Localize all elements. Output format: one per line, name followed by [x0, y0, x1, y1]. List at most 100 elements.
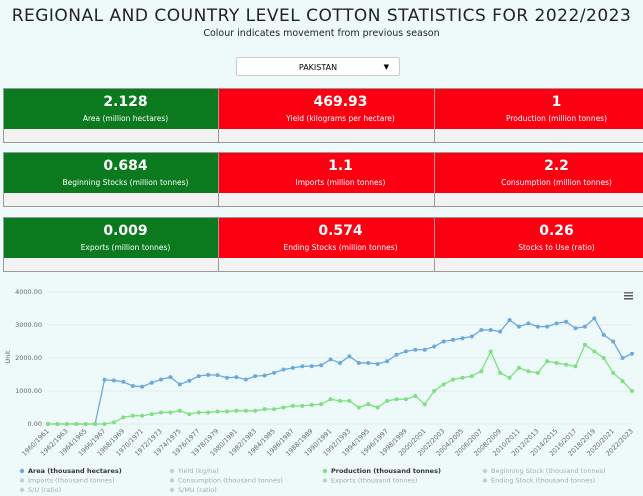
data-point	[130, 384, 135, 389]
data-point	[582, 342, 587, 347]
data-point	[272, 370, 277, 375]
data-point	[253, 374, 258, 379]
data-point	[215, 373, 220, 378]
data-point	[159, 377, 164, 382]
country-dropdown[interactable]: PAKISTAN ▼	[236, 57, 400, 76]
card-value: 1	[551, 94, 562, 110]
legend-label: Yield (kg/ha)	[177, 467, 219, 475]
data-point	[601, 356, 606, 360]
data-point	[300, 364, 305, 369]
data-point	[168, 375, 173, 380]
card-value: 0.009	[103, 223, 148, 239]
stat-card: 0.26 Stocks to Use (ratio)	[434, 217, 643, 272]
card-value: 0.574	[318, 223, 363, 239]
card-label: Production (million tonnes)	[505, 114, 608, 123]
data-point	[309, 402, 314, 407]
legend-marker	[169, 468, 175, 474]
data-point	[469, 374, 474, 379]
data-point	[573, 326, 578, 331]
legend-marker	[19, 478, 25, 483]
data-point	[451, 377, 456, 382]
data-point	[102, 422, 107, 426]
data-point	[187, 378, 192, 383]
legend-marker	[482, 468, 488, 474]
data-point	[488, 349, 493, 354]
data-point	[573, 364, 578, 369]
data-point	[432, 389, 437, 393]
card-header: 2.2 Consumption (million tonnes)	[435, 153, 643, 193]
data-point	[516, 324, 521, 329]
card-header: 1 Production (million tonnes)	[435, 89, 643, 129]
data-point	[140, 413, 145, 418]
data-point	[93, 422, 98, 426]
card-label: Imports (million tonnes)	[295, 178, 386, 187]
data-point	[422, 402, 427, 407]
card-label: Beginning Stocks (million tonnes)	[62, 178, 189, 187]
data-point	[102, 377, 107, 382]
dropdown-value: PAKISTAN	[298, 63, 338, 72]
legend-label: Imports (thousand tonnes)	[28, 477, 115, 485]
data-point	[338, 398, 342, 403]
data-point	[582, 324, 587, 329]
data-point	[338, 360, 342, 365]
card-header: 469.93 Yield (kilograms per hectare)	[219, 89, 442, 129]
data-point	[469, 334, 474, 339]
data-point	[535, 324, 540, 329]
dropdown-caret: ▼	[383, 63, 389, 71]
data-point	[74, 422, 79, 426]
data-point	[281, 405, 286, 410]
legend-label: Beginning Stock (thousand tonnes)	[491, 467, 605, 475]
card-header: 0.574 Ending Stocks (million tonnes)	[219, 218, 442, 258]
data-point	[526, 321, 531, 326]
data-point	[554, 360, 559, 365]
data-point	[507, 375, 512, 380]
data-point	[630, 389, 634, 393]
page-title: REGIONAL AND COUNTRY LEVEL COTTON STATIS…	[11, 6, 632, 26]
data-point	[281, 367, 286, 372]
data-point	[64, 422, 69, 426]
data-point	[535, 370, 540, 375]
y-tick-label: 3000.00	[15, 321, 42, 329]
y-tick-label: 2000.00	[15, 354, 42, 362]
y-axis-label: Unit	[4, 350, 12, 364]
data-point	[224, 409, 229, 414]
page-subtitle: Colour indicates movement from previous …	[203, 28, 440, 39]
data-point	[460, 375, 465, 380]
data-point	[601, 332, 606, 337]
data-point	[356, 405, 361, 410]
data-point	[611, 370, 616, 375]
data-point	[347, 398, 352, 403]
legend-label: S/U (ratio)	[28, 486, 61, 494]
stat-card: 2.2 Consumption (million tonnes)	[434, 152, 643, 207]
data-point	[149, 380, 154, 385]
data-point	[479, 369, 484, 374]
y-tick-label: 4000.00	[15, 288, 42, 296]
data-point	[328, 397, 333, 402]
stat-card: 2.128 Area (million hectares)	[3, 88, 228, 143]
data-point	[592, 349, 597, 354]
chart: Unit 0.001000.002000.003000.004000.00196…	[4, 288, 635, 494]
data-point	[262, 373, 267, 378]
stat-card: 0.009 Exports (million tonnes)	[3, 217, 228, 272]
data-point	[177, 408, 182, 413]
card-label: Yield (kilograms per hectare)	[286, 114, 395, 123]
data-point	[253, 408, 258, 413]
data-point	[441, 339, 446, 344]
legend-label: Area (thousand hectares)	[28, 467, 122, 475]
data-point	[630, 351, 634, 356]
legend-label: Ending Stock (thousand tonnes)	[491, 477, 595, 485]
legend-marker	[19, 468, 25, 474]
menu-icon[interactable]	[624, 292, 633, 300]
card-value: 0.26	[539, 223, 574, 239]
stat-card: 0.574 Ending Stocks (million tonnes)	[218, 217, 443, 272]
y-tick-label: 0.00	[28, 420, 42, 428]
data-point	[488, 327, 493, 332]
card-label: Ending Stocks (million tonnes)	[283, 243, 398, 252]
card-header: 2.128 Area (million hectares)	[4, 89, 227, 129]
legend-marker	[169, 487, 175, 493]
legend-marker	[482, 478, 488, 483]
data-point	[140, 384, 145, 389]
data-point	[498, 370, 503, 375]
stat-card: 1.1 Imports (million tonnes)	[218, 152, 443, 207]
data-point	[83, 422, 88, 426]
